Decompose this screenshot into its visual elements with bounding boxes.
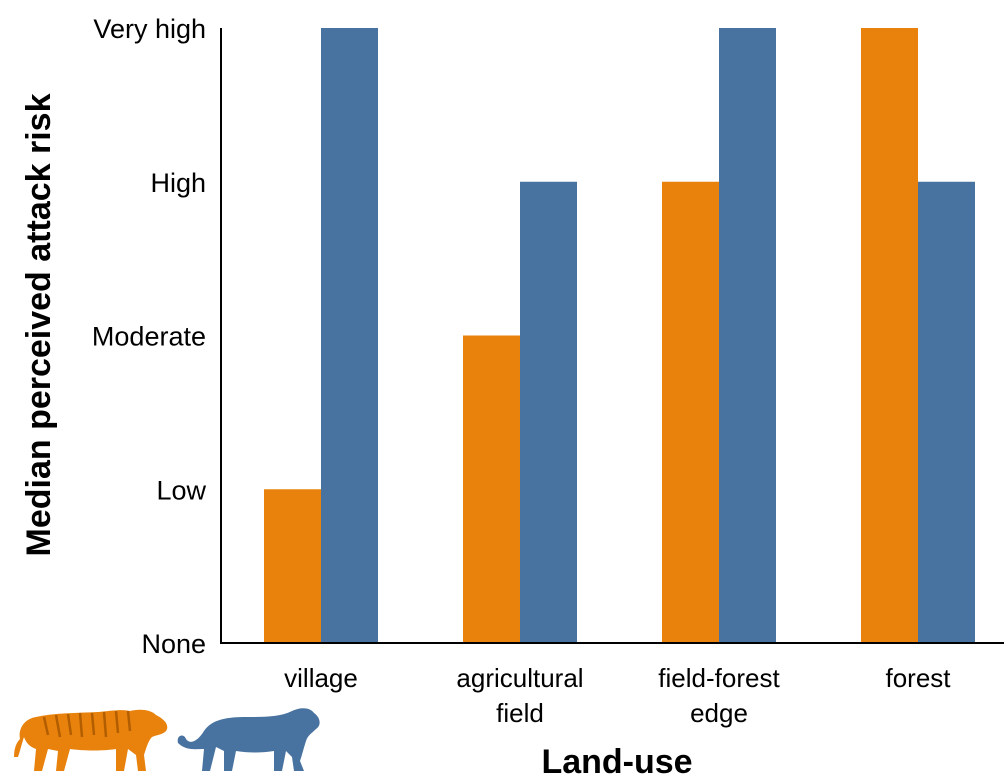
- y-axis-title: Median perceived attack risk: [20, 93, 58, 556]
- y-tick-label: Moderate: [92, 322, 206, 352]
- bar-series1-cat2: [463, 335, 520, 643]
- bar-series1-cat3: [662, 181, 719, 643]
- x-axis-title: Land-use: [541, 743, 692, 778]
- bar-series1-cat1: [264, 489, 321, 643]
- x-tick-label: field: [496, 698, 544, 728]
- x-tick-label: agricultural: [456, 663, 583, 693]
- x-tick-label: field-forest: [658, 663, 780, 693]
- x-tick-label: village: [284, 663, 358, 693]
- x-tick-labels: village agricultural field field-forest edge…: [284, 663, 951, 728]
- y-tick-labels: None Low Moderate High Very high: [92, 14, 207, 659]
- axes-layer: [220, 28, 1004, 644]
- tiger-icon: [14, 709, 168, 771]
- bar-series2-cat1: [321, 28, 378, 643]
- x-tick-label: forest: [885, 663, 951, 693]
- bars-layer: [264, 28, 975, 643]
- y-tick-label: None: [141, 629, 206, 659]
- bar-series2-cat2: [520, 181, 577, 643]
- bar-series1-cat4: [861, 28, 918, 643]
- y-tick-label: Very high: [93, 14, 206, 44]
- bar-series2-cat4: [918, 181, 975, 643]
- y-tick-label: High: [150, 168, 206, 198]
- y-tick-label: Low: [156, 475, 206, 505]
- leopard-icon: [177, 708, 320, 771]
- x-tick-label: edge: [690, 698, 748, 728]
- bar-series2-cat3: [719, 28, 776, 643]
